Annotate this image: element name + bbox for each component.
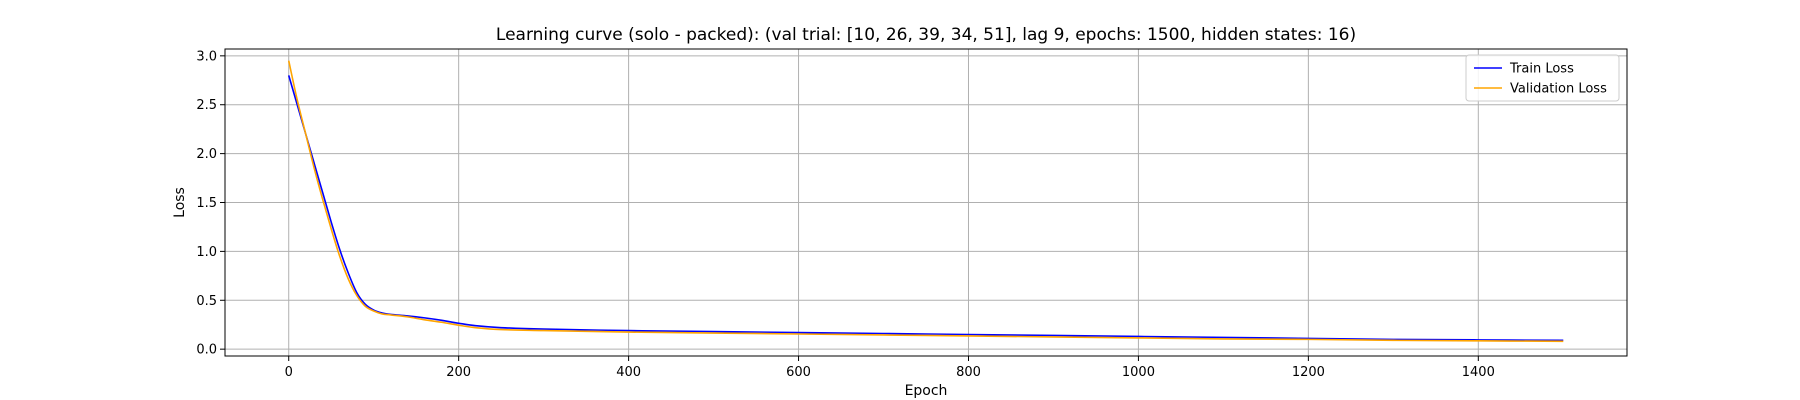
x-tick-label: 600 (786, 365, 811, 380)
x-tick-label: 1000 (1122, 365, 1155, 380)
legend-box (1465, 54, 1620, 102)
y-axis-label: Loss (172, 187, 188, 218)
x-tick-label: 400 (616, 365, 641, 380)
y-tick-label: 2.5 (196, 98, 217, 113)
legend: Train Loss Validation Loss (1465, 54, 1620, 102)
legend-entry-label: Validation Loss (1510, 82, 1607, 97)
legend-entry-label: Train Loss (1509, 62, 1574, 77)
y-axis-ticks: 0.0 0.5 1.0 1.5 2.0 2.5 3.0 (196, 49, 225, 358)
validation-loss-line (287, 60, 1564, 343)
x-tick-label: 200 (446, 365, 471, 380)
x-tick-label: 1400 (1462, 365, 1495, 380)
x-tick-label: 1200 (1292, 365, 1325, 380)
y-tick-label: 1.0 (196, 245, 217, 260)
y-tick-label: 2.0 (196, 147, 217, 162)
y-tick-label: 3.0 (196, 49, 217, 64)
y-tick-label: 0.0 (196, 343, 217, 358)
x-axis-label: Epoch (905, 383, 948, 399)
train-loss-line (287, 75, 1564, 342)
grid-layer (225, 49, 1627, 356)
x-tick-label: 800 (956, 365, 981, 380)
x-tick-label: 0 (285, 365, 293, 380)
x-axis-ticks: 0 200 400 600 800 1000 1200 1400 (285, 356, 1495, 380)
series-layer (287, 60, 1564, 343)
y-tick-label: 1.5 (196, 196, 217, 211)
y-tick-label: 0.5 (196, 294, 217, 309)
chart-title: Learning curve (solo - packed): (val tri… (496, 25, 1356, 45)
